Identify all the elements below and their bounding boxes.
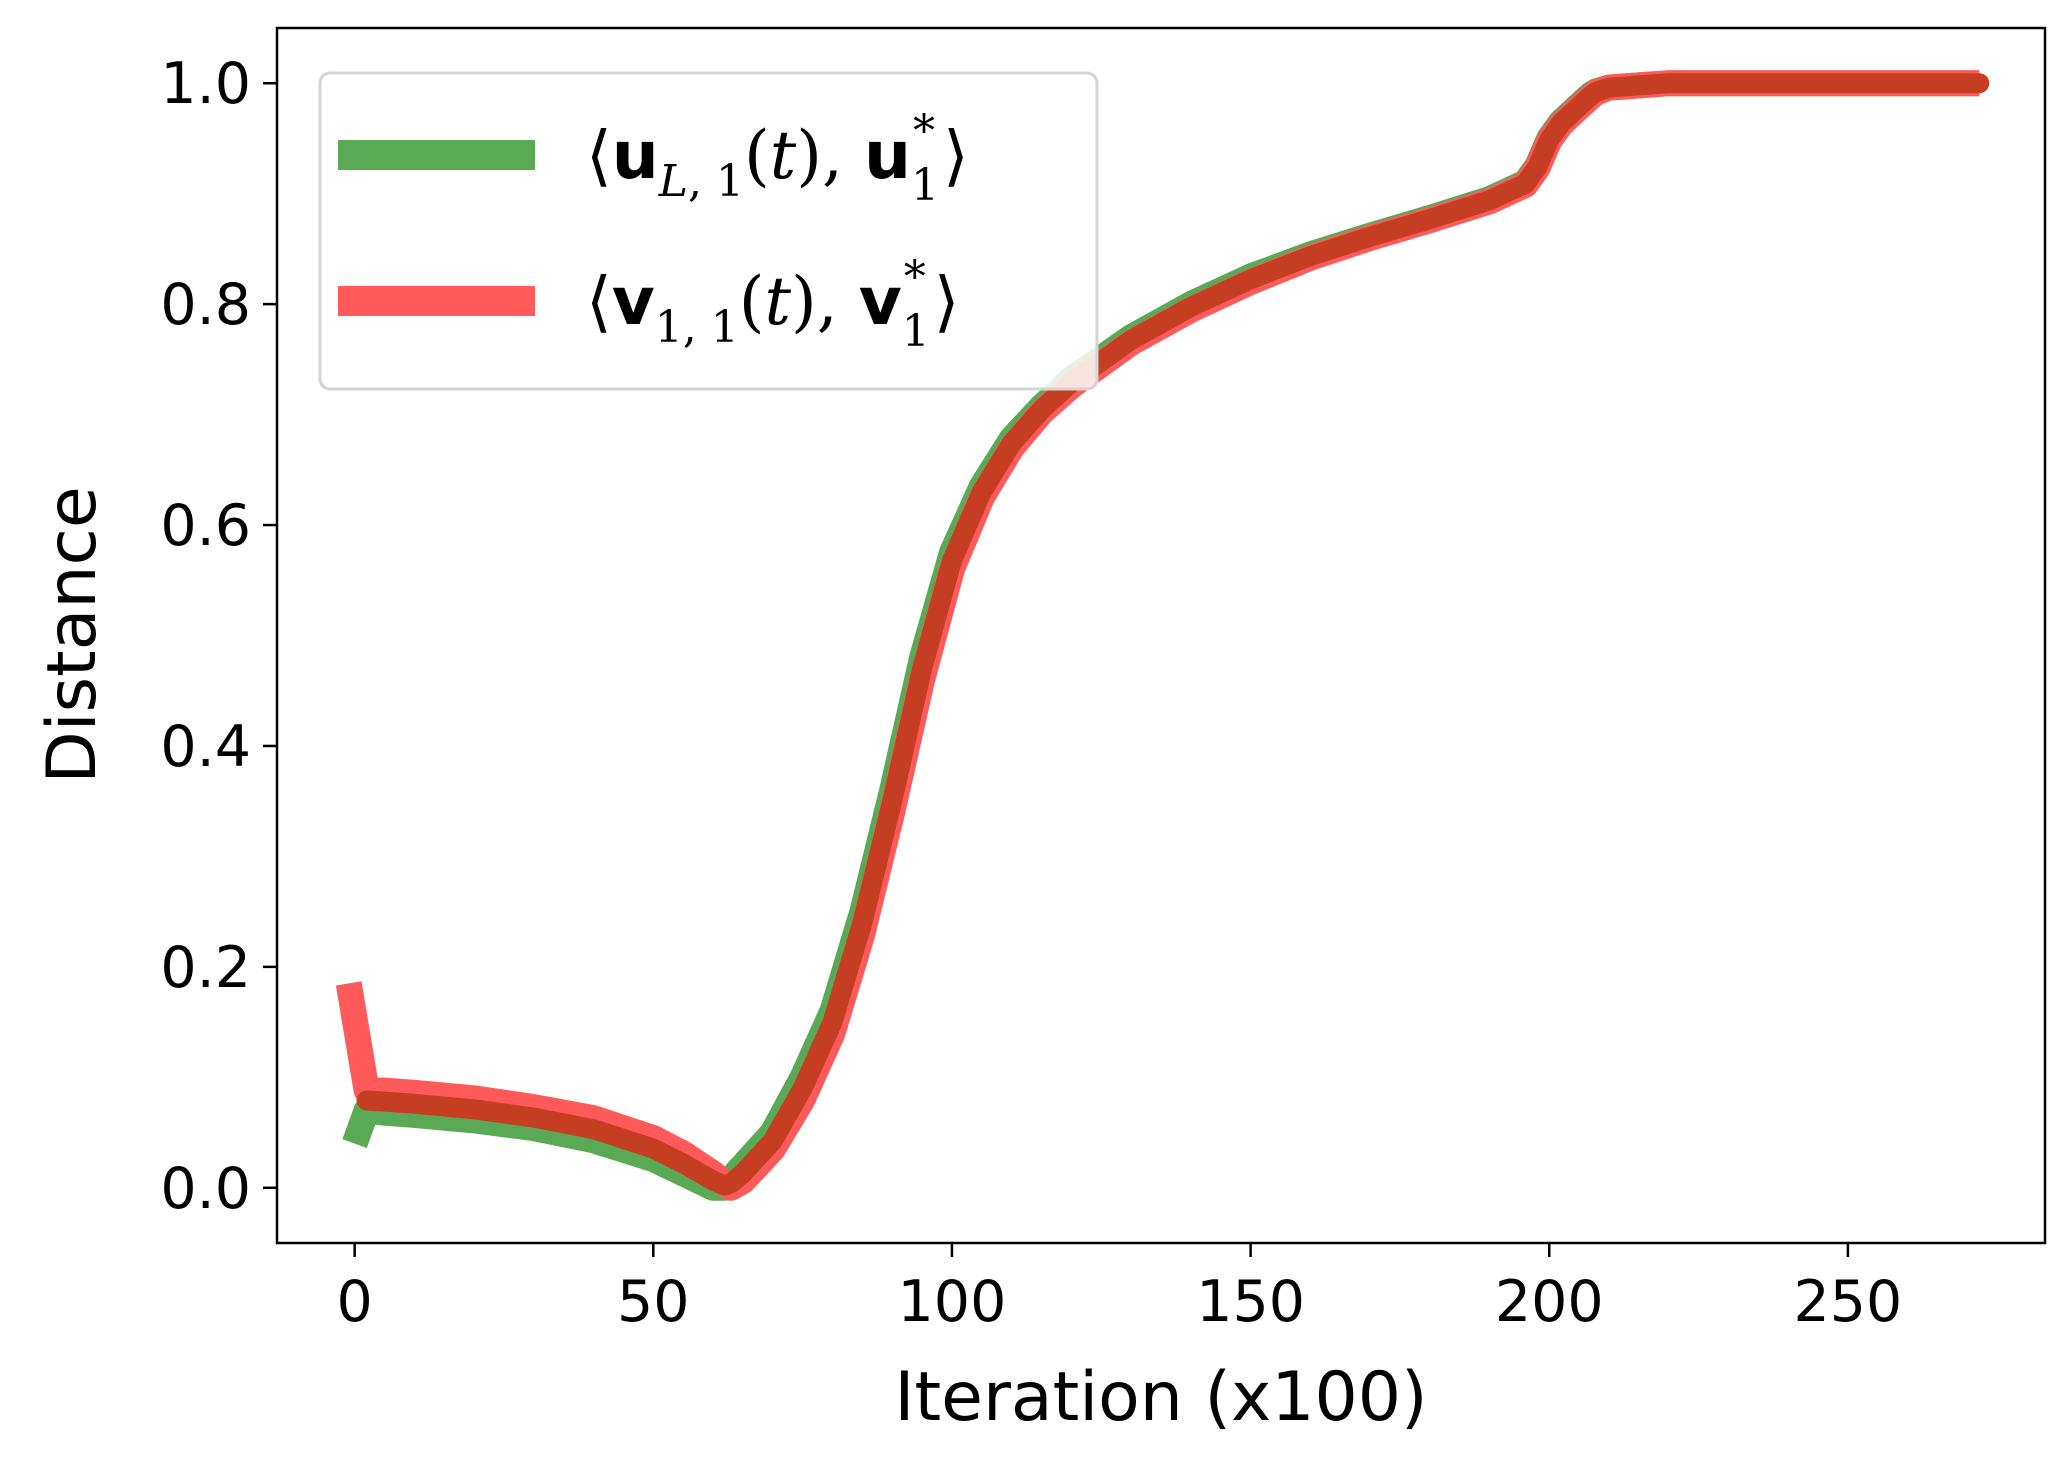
y-tick-label: 1.0 <box>160 51 251 117</box>
legend-label-v: ⟨v1, 1(t), v1* ⟩ <box>586 252 960 357</box>
legend-label-u: ⟨uL, 1(t), u1* ⟩ <box>586 106 969 211</box>
x-tick-label: 100 <box>898 1269 1007 1335</box>
x-axis: 0 50 100 150 200 250 <box>337 1243 1902 1335</box>
legend: ⟨uL, 1(t), u1* ⟩ ⟨v1, 1(t), v1* ⟩ <box>318 71 1099 391</box>
y-tick-label: 0.6 <box>160 493 251 559</box>
y-axis: 0.0 0.2 0.4 0.6 0.8 1.0 <box>160 51 277 1222</box>
x-axis-label: Iteration (x100) <box>894 1358 1427 1437</box>
x-tick-label: 0 <box>337 1269 373 1335</box>
x-tick-label: 200 <box>1495 1269 1604 1335</box>
x-tick-label: 150 <box>1196 1269 1305 1335</box>
x-tick-label: 250 <box>1793 1269 1902 1335</box>
series-overlap-line <box>356 73 1990 1196</box>
plot-frame <box>275 26 2047 1245</box>
y-tick-label: 0.2 <box>160 935 251 1001</box>
y-tick-label: 0.8 <box>160 272 251 338</box>
series-layer <box>335 70 1990 1201</box>
y-tick-label: 0.4 <box>160 714 251 780</box>
y-tick-label: 0.0 <box>160 1156 251 1222</box>
x-tick-label: 50 <box>617 1269 690 1335</box>
y-axis-label: Distance <box>33 486 112 783</box>
